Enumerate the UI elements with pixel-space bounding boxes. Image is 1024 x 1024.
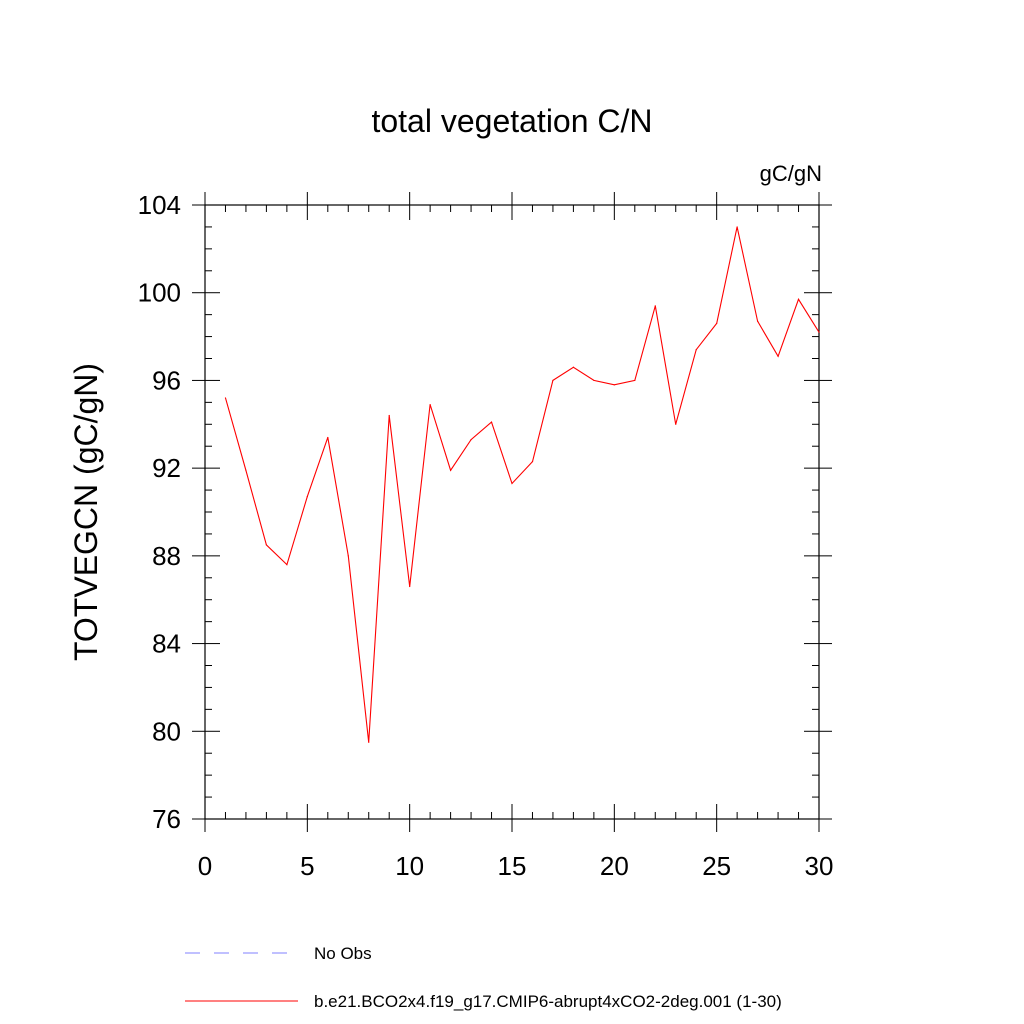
data-point bbox=[306, 496, 308, 498]
data-point bbox=[470, 439, 472, 441]
y-tick-label: 76 bbox=[152, 804, 181, 834]
legend: No Obs b.e21.BCO2x4.f19_g17.CMIP6-abrupt… bbox=[185, 944, 782, 1011]
x-tick-label: 10 bbox=[395, 851, 424, 881]
y-axis-label: TOTVEGCN (gC/gN) bbox=[68, 363, 104, 661]
x-tick-label: 30 bbox=[805, 851, 834, 881]
series-line bbox=[224, 226, 820, 743]
data-point bbox=[797, 298, 800, 300]
units-label: gC/gN bbox=[760, 161, 822, 186]
data-point bbox=[368, 741, 370, 743]
data-point bbox=[695, 349, 697, 351]
data-point bbox=[224, 397, 227, 399]
data-point bbox=[450, 469, 452, 471]
data-point bbox=[347, 555, 349, 557]
data-point bbox=[613, 384, 615, 386]
chart-title: total vegetation C/N bbox=[371, 103, 652, 139]
x-tick-label: 0 bbox=[198, 851, 212, 881]
data-point bbox=[490, 421, 493, 423]
data-point bbox=[388, 414, 390, 417]
y-tick-label: 96 bbox=[152, 365, 181, 395]
y-tick-label: 92 bbox=[152, 453, 181, 483]
x-tick-label: 20 bbox=[600, 851, 629, 881]
data-point bbox=[634, 379, 636, 382]
data-point bbox=[245, 469, 247, 471]
data-point bbox=[654, 305, 656, 307]
series-layer bbox=[224, 226, 820, 743]
data-point bbox=[593, 379, 595, 382]
y-tick-label: 84 bbox=[152, 629, 181, 659]
y-tick-label: 88 bbox=[152, 541, 181, 571]
data-point bbox=[409, 585, 411, 588]
data-point bbox=[511, 482, 513, 485]
y-tick-label: 100 bbox=[138, 278, 181, 308]
data-point bbox=[572, 366, 575, 368]
legend-label-model-run: b.e21.BCO2x4.f19_g17.CMIP6-abrupt4xCO2-2… bbox=[314, 992, 782, 1011]
y-tick-label: 104 bbox=[138, 190, 181, 220]
data-point bbox=[327, 436, 329, 439]
data-point bbox=[736, 226, 738, 228]
data-point bbox=[757, 320, 759, 322]
legend-label-no-obs: No Obs bbox=[314, 944, 372, 963]
x-tick-label: 15 bbox=[498, 851, 527, 881]
data-point bbox=[675, 423, 677, 425]
y-axis-ticks: 76 80 84 88 92 96 100 104 bbox=[138, 190, 832, 834]
data-point bbox=[531, 460, 534, 463]
data-point bbox=[818, 331, 820, 333]
x-tick-label: 5 bbox=[300, 851, 314, 881]
data-point bbox=[777, 355, 779, 357]
y-tick-label: 80 bbox=[152, 716, 181, 746]
data-point bbox=[716, 322, 718, 325]
x-tick-label: 25 bbox=[702, 851, 731, 881]
data-point bbox=[286, 564, 288, 566]
data-point bbox=[552, 379, 554, 382]
data-point bbox=[265, 544, 267, 546]
data-point bbox=[429, 403, 431, 406]
plot-frame bbox=[204, 204, 820, 820]
x-axis-ticks: 0 5 10 15 20 25 30 bbox=[198, 192, 834, 881]
